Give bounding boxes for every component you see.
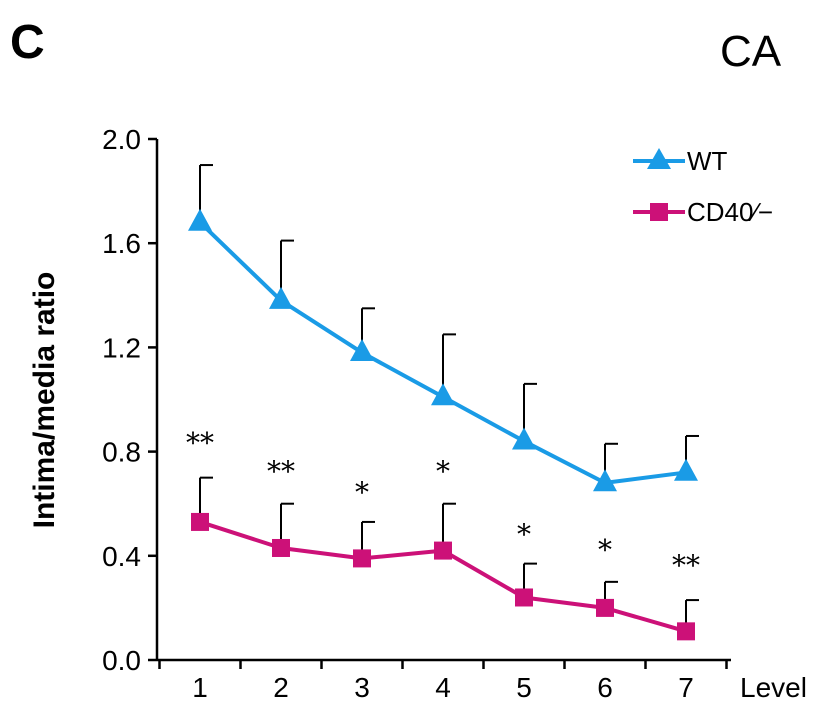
significance-label: **: [186, 427, 214, 460]
legend-marker: [650, 203, 668, 221]
x-tick-label: 4: [435, 672, 451, 703]
data-point: [188, 208, 212, 231]
x-tick-label: 5: [516, 672, 532, 703]
series-0: [188, 164, 699, 492]
data-point: [269, 286, 293, 309]
data-point: [512, 427, 536, 450]
y-tick-label: 1.6: [102, 228, 141, 259]
data-point: [431, 383, 455, 406]
significance-label: *: [517, 518, 531, 551]
significance-label: **: [672, 549, 700, 582]
significance-label: **: [267, 455, 295, 488]
x-tick-label: 1: [192, 672, 208, 703]
y-tick-label: 0.8: [102, 437, 141, 468]
data-point: [677, 622, 695, 641]
significance-label: *: [598, 533, 612, 566]
y-tick-label: 0.0: [102, 645, 141, 676]
panel-letter: C: [10, 16, 45, 69]
x-tick-label: 6: [597, 672, 613, 703]
x-tick-label: 7: [678, 672, 694, 703]
series-1: [191, 476, 699, 641]
data-point: [596, 598, 614, 617]
legend: WT CD40∕−: [633, 146, 773, 227]
axes: 0.0 0.4 0.8 1.2 1.6 2.0 1 2 3 4 5 6 7: [102, 124, 731, 703]
x-axis-label: Level: [740, 672, 807, 703]
series-layer: [188, 164, 699, 641]
y-tick-label: 2.0: [102, 124, 141, 155]
data-point: [593, 469, 617, 492]
data-point: [434, 541, 452, 560]
significance-label: *: [355, 476, 369, 509]
panel-label: CA: [720, 27, 782, 76]
data-point: [272, 538, 290, 557]
significance-label: *: [436, 455, 450, 488]
data-point: [350, 338, 374, 361]
x-tick-label: 2: [273, 672, 289, 703]
data-point: [674, 458, 698, 481]
data-point: [353, 549, 371, 568]
legend-label: WT: [687, 146, 728, 176]
data-point: [515, 588, 533, 607]
x-tick-label: 3: [354, 672, 370, 703]
significance-layer: ******* * **: [186, 427, 700, 582]
legend-label: CD40∕−: [687, 197, 773, 227]
y-tick-label: 1.2: [102, 332, 141, 363]
legend-marker: [647, 148, 671, 169]
data-point: [191, 512, 209, 531]
y-tick-label: 0.4: [102, 541, 141, 572]
y-axis-label: Intima/media ratio: [28, 272, 61, 529]
